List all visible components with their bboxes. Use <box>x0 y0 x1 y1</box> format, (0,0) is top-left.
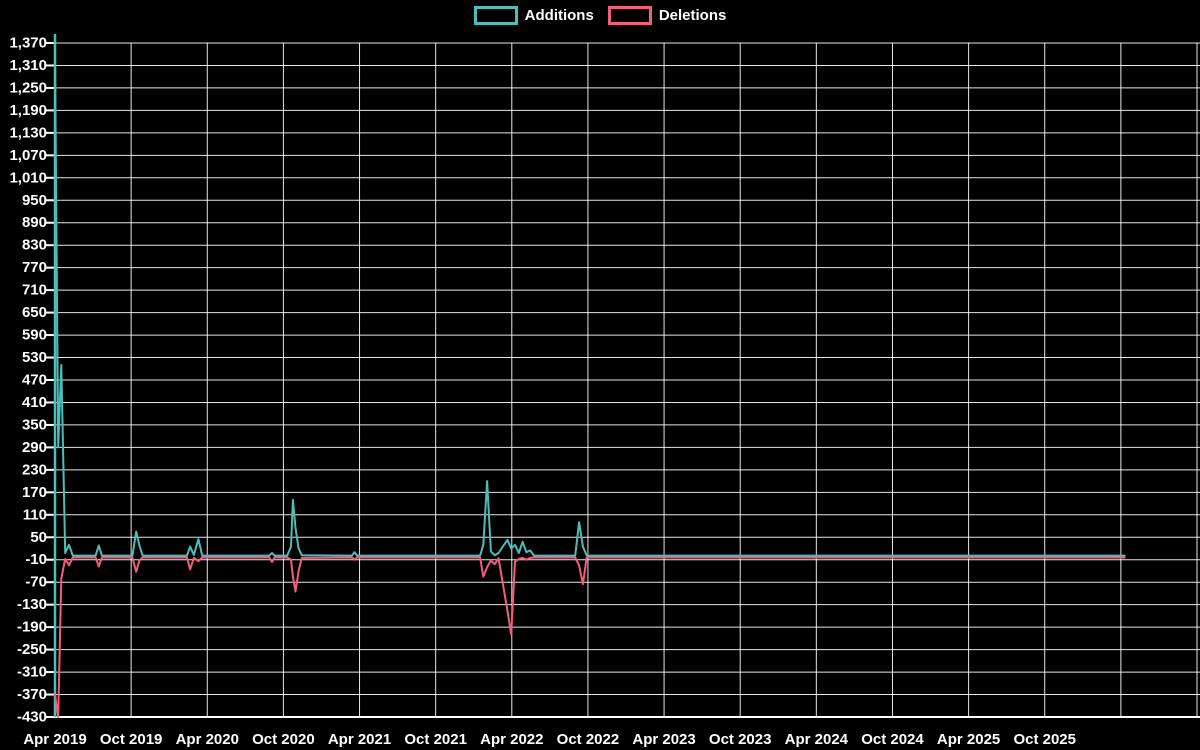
x-tick-label: Apr 2020 <box>176 731 239 748</box>
y-tick-label: 590 <box>22 327 47 344</box>
y-tick-label: -70 <box>25 574 47 591</box>
y-tick-label: 1,010 <box>9 169 47 186</box>
x-tick-label: Oct 2024 <box>861 731 924 748</box>
y-tick-label: -190 <box>17 619 47 636</box>
y-tick-label: 110 <box>23 506 47 523</box>
legend-item-deletions[interactable]: Deletions <box>607 6 727 25</box>
y-tick-label: 830 <box>22 237 47 254</box>
x-tick-label: Apr 2022 <box>480 731 543 748</box>
y-tick-label: 1,310 <box>9 57 47 74</box>
additions-swatch-icon <box>473 6 518 25</box>
y-tick-label: 170 <box>22 484 47 501</box>
x-tick-label: Apr 2023 <box>632 731 695 748</box>
x-tick-label: Oct 2020 <box>252 731 315 748</box>
y-tick-label: -430 <box>17 709 47 726</box>
y-tick-label: 1,190 <box>9 102 47 119</box>
y-tick-label: -370 <box>17 686 47 703</box>
y-tick-label: 1,130 <box>9 124 47 141</box>
y-tick-label: -250 <box>17 641 47 658</box>
y-tick-label: 710 <box>22 282 47 299</box>
y-tick-label: 290 <box>22 439 47 456</box>
series-line-deletions <box>54 556 1126 718</box>
legend-item-additions[interactable]: Additions <box>473 6 594 25</box>
x-tick-label: Oct 2019 <box>100 731 163 748</box>
y-tick-label: -130 <box>17 596 47 613</box>
deletions-swatch-icon <box>607 6 652 25</box>
y-tick-label: 410 <box>22 394 47 411</box>
y-tick-label: 950 <box>22 192 47 209</box>
y-tick-label: 470 <box>22 372 47 389</box>
x-tick-label: Apr 2024 <box>785 731 849 748</box>
y-tick-label: 1,070 <box>9 147 47 164</box>
chart-legend: Additions Deletions <box>0 6 1200 25</box>
x-tick-label: Oct 2025 <box>1013 731 1076 748</box>
y-tick-label: 650 <box>22 304 47 321</box>
y-tick-label: 350 <box>22 416 47 433</box>
legend-label-deletions: Deletions <box>658 7 727 24</box>
y-tick-label: 530 <box>22 349 47 366</box>
x-tick-label: Oct 2021 <box>404 731 467 748</box>
y-tick-label: 1,370 <box>9 35 47 52</box>
legend-label-additions: Additions <box>524 7 594 24</box>
y-tick-label: -310 <box>17 664 47 681</box>
y-tick-label: 230 <box>22 461 47 478</box>
x-tick-label: Apr 2025 <box>937 731 1000 748</box>
x-tick-label: Apr 2019 <box>23 731 86 748</box>
y-tick-label: 1,250 <box>9 79 47 96</box>
series-line-additions <box>54 53 1126 557</box>
x-tick-label: Apr 2021 <box>328 731 391 748</box>
y-tick-label: 50 <box>30 529 47 546</box>
y-tick-label: 770 <box>22 259 47 276</box>
x-tick-label: Oct 2023 <box>709 731 772 748</box>
y-tick-label: -10 <box>25 551 47 568</box>
x-tick-label: Oct 2022 <box>557 731 620 748</box>
y-tick-label: 890 <box>22 214 47 231</box>
